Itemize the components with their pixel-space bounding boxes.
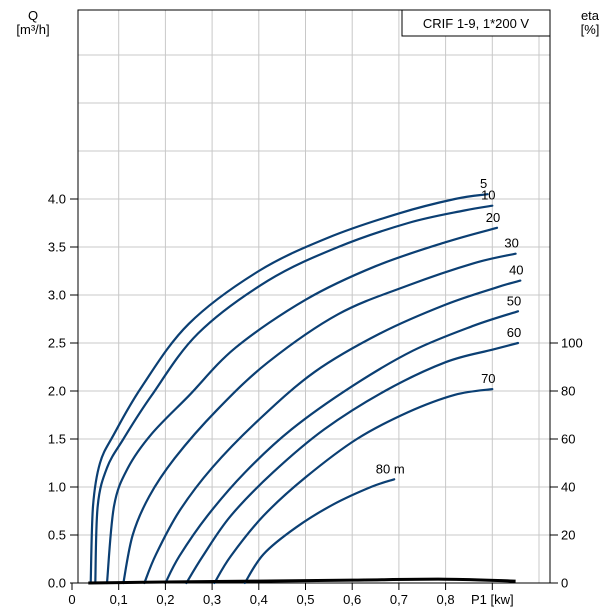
curve-label: 80 m	[376, 461, 405, 476]
y-tick-label: 0.5	[48, 528, 66, 543]
x-axis-ticks: 0 0,1 0,2 0,3 0,4 0,5 0,6 0,7 0,8 P1 [kw]	[68, 583, 514, 607]
power-curve	[88, 577, 516, 585]
y-tick-label: 1.5	[48, 432, 66, 447]
curve-labels: 510 20 30 40 50 60 70 80 m	[376, 176, 524, 476]
head-curve	[143, 279, 522, 585]
x-tick-label: 0	[68, 592, 75, 607]
x-tick-label: 0,3	[203, 592, 221, 607]
curve-label: 70	[481, 371, 495, 386]
x-tick-label: 0,4	[250, 592, 268, 607]
curve-label: 10	[481, 188, 495, 203]
x-tick-label: 0,5	[296, 592, 314, 607]
curve-label: 40	[509, 263, 523, 278]
plot-frame	[77, 9, 551, 584]
eta-axis-ticks: 0 20 40 60 80 100	[550, 336, 583, 591]
y-tick-label: 3.5	[48, 240, 66, 255]
eta-axis-label-unit: [%]	[581, 22, 600, 37]
curve-label: 5	[480, 176, 487, 191]
x-tick-label: 0,1	[110, 592, 128, 607]
y-tick-label: 2.0	[48, 384, 66, 399]
curve-label: 20	[486, 210, 500, 225]
eta-tick-label: 0	[561, 576, 568, 591]
y-tick-label: 3.0	[48, 288, 66, 303]
curve-label: 30	[504, 236, 518, 251]
y-axis-label-q-unit: [m³/h]	[16, 22, 49, 37]
x-tick-label: P1 [kw]	[471, 592, 514, 607]
head-curve	[94, 204, 494, 585]
head-curves	[89, 193, 522, 585]
head-curve	[89, 193, 489, 585]
eta-tick-label: 100	[561, 336, 583, 351]
head-curve	[243, 478, 396, 585]
y-tick-label: 2.5	[48, 336, 66, 351]
eta-tick-label: 40	[561, 480, 575, 495]
y-axis-ticks: 0.0 0.5 1.0 1.5 2.0 2.5 3.0 3.5 4.0	[48, 192, 78, 591]
title-box	[401, 9, 551, 37]
eta-tick-label: 80	[561, 384, 575, 399]
head-curve	[105, 226, 499, 585]
chart-title: CRIF 1-9, 1*200 V	[423, 16, 530, 31]
y-tick-label: 0.0	[48, 576, 66, 591]
head-curve	[122, 252, 517, 585]
eta-tick-label: 60	[561, 432, 575, 447]
curve-label: 60	[507, 325, 521, 340]
x-tick-label: 0,8	[437, 592, 455, 607]
y-tick-label: 1.0	[48, 480, 66, 495]
eta-axis-label: eta	[581, 8, 600, 23]
head-curve	[164, 310, 520, 585]
eta-tick-label: 20	[561, 528, 575, 543]
y-axis-label-q: Q	[28, 8, 38, 23]
head-curve	[213, 388, 494, 585]
y-tick-label: 4.0	[48, 192, 66, 207]
curve-label: 50	[507, 293, 521, 308]
x-tick-label: 0,2	[156, 592, 174, 607]
x-tick-label: 0,7	[390, 592, 408, 607]
head-curve	[185, 341, 520, 585]
x-tick-label: 0,6	[343, 592, 361, 607]
